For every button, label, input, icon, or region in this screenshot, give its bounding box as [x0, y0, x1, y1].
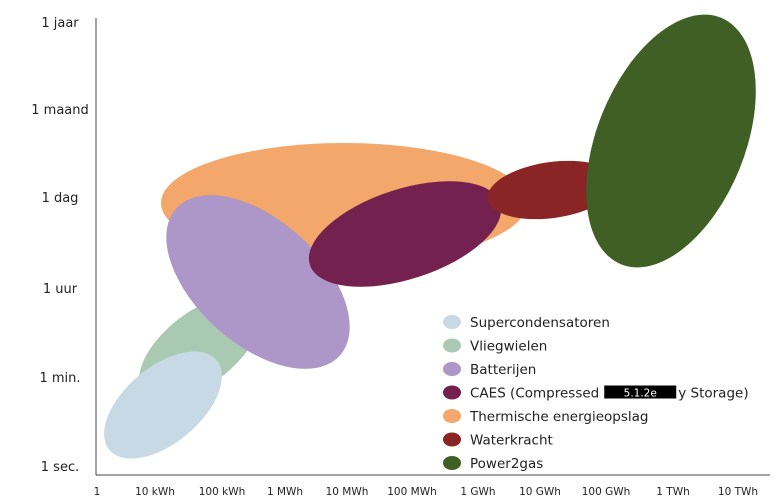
legend-label-vliegwielen: Vliegwielen	[470, 339, 547, 355]
x-tick-labels: 1 10 kWh 100 kWh 1 MWh 10 MWh 100 MWh 1 GWh 10 …	[94, 486, 758, 498]
legend-swatch-batterijen	[443, 362, 461, 376]
legend-label-thermische-energieopslag: Thermische energieopslag	[469, 409, 649, 425]
region-waterkracht	[487, 160, 617, 220]
legend-label-caes-compressed: CAES (Compressed	[470, 386, 599, 402]
x-tick-10-gwh: 10 GWh	[519, 486, 561, 498]
legend-swatch-vliegwielen	[443, 338, 461, 353]
y-tick-1-uur: 1 uur	[43, 282, 78, 297]
legend-label-supercondensatoren: Supercondensatoren	[470, 315, 610, 331]
x-tick-1: 1	[94, 486, 101, 498]
chart-regions	[104, 14, 756, 459]
x-tick-100-gwh: 100 GWh	[582, 486, 631, 498]
redaction-label: 5.1.2e	[624, 388, 657, 400]
legend-swatch-power2gas	[443, 456, 461, 470]
x-tick-10-kwh: 10 kWh	[135, 486, 175, 498]
legend-label-power2gas: Power2gas	[470, 456, 543, 472]
legend-label-waterkracht: Waterkracht	[470, 433, 553, 449]
x-tick-10-twh: 10 TWh	[718, 486, 758, 498]
y-tick-1-jaar: 1 jaar	[41, 16, 79, 31]
x-tick-100-kwh: 100 kWh	[199, 486, 246, 498]
region-batterijen	[166, 195, 350, 369]
x-tick-10-mwh: 10 MWh	[326, 486, 369, 498]
region-power2gas	[586, 14, 756, 268]
legend-label-batterijen: Batterijen	[470, 362, 536, 378]
legend-label-suffix: y Storage)	[678, 386, 748, 402]
y-tick-labels: 1 sec. 1 min. 1 uur 1 dag 1 maand 1 jaar	[31, 16, 89, 475]
x-tick-1-mwh: 1 MWh	[267, 486, 303, 498]
y-tick-1-dag: 1 dag	[42, 191, 79, 206]
redaction-box	[604, 385, 677, 399]
region-supercondensatoren	[104, 351, 222, 459]
legend: Supercondensatoren Vliegwielen Batterijen C…	[443, 315, 749, 472]
x-tick-1-twh: 1 TWh	[656, 486, 689, 498]
y-tick-1-maand: 1 maand	[31, 103, 89, 118]
legend-swatch-caes-compressed	[443, 385, 461, 400]
x-tick-1-gwh: 1 GWh	[460, 486, 495, 498]
legend-swatch-supercondensatoren	[443, 315, 461, 329]
legend-swatch-thermische-energieopslag	[443, 409, 461, 423]
y-tick-1-sec: 1 sec.	[41, 460, 79, 475]
x-tick-100-mwh: 100 MWh	[387, 486, 436, 498]
legend-swatch-waterkracht	[443, 432, 461, 447]
y-tick-1-min: 1 min.	[39, 371, 80, 386]
region-caes-compressed	[308, 181, 502, 287]
